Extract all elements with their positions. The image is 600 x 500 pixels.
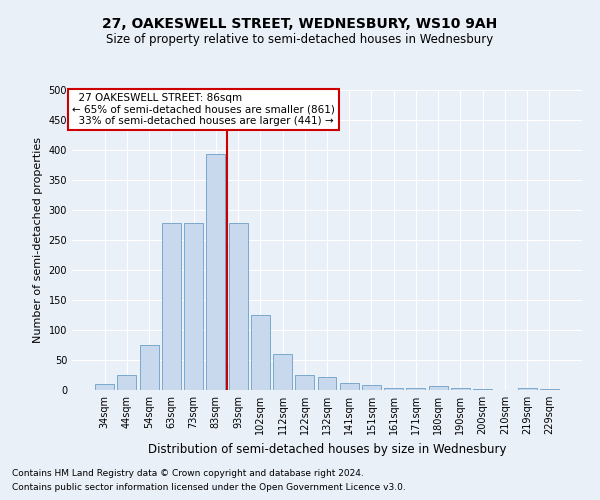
Bar [518,388,536,390]
Bar [451,388,470,390]
Bar [140,345,158,390]
Bar [317,377,337,390]
Bar [162,223,181,390]
Bar [273,354,292,390]
Text: 27 OAKESWELL STREET: 86sqm
← 65% of semi-detached houses are smaller (861)
  33%: 27 OAKESWELL STREET: 86sqm ← 65% of semi… [72,93,335,126]
Bar [206,154,225,390]
Bar [118,375,136,390]
Bar [429,386,448,390]
Bar [473,389,492,390]
X-axis label: Distribution of semi-detached houses by size in Wednesbury: Distribution of semi-detached houses by … [148,442,506,456]
Bar [184,223,203,390]
Bar [229,223,248,390]
Bar [340,383,359,390]
Y-axis label: Number of semi-detached properties: Number of semi-detached properties [33,137,43,343]
Bar [295,375,314,390]
Text: Contains public sector information licensed under the Open Government Licence v3: Contains public sector information licen… [12,484,406,492]
Bar [384,388,403,390]
Text: Size of property relative to semi-detached houses in Wednesbury: Size of property relative to semi-detach… [106,32,494,46]
Bar [406,388,425,390]
Text: Contains HM Land Registry data © Crown copyright and database right 2024.: Contains HM Land Registry data © Crown c… [12,468,364,477]
Bar [540,389,559,390]
Bar [362,384,381,390]
Bar [95,384,114,390]
Text: 27, OAKESWELL STREET, WEDNESBURY, WS10 9AH: 27, OAKESWELL STREET, WEDNESBURY, WS10 9… [103,18,497,32]
Bar [251,315,270,390]
